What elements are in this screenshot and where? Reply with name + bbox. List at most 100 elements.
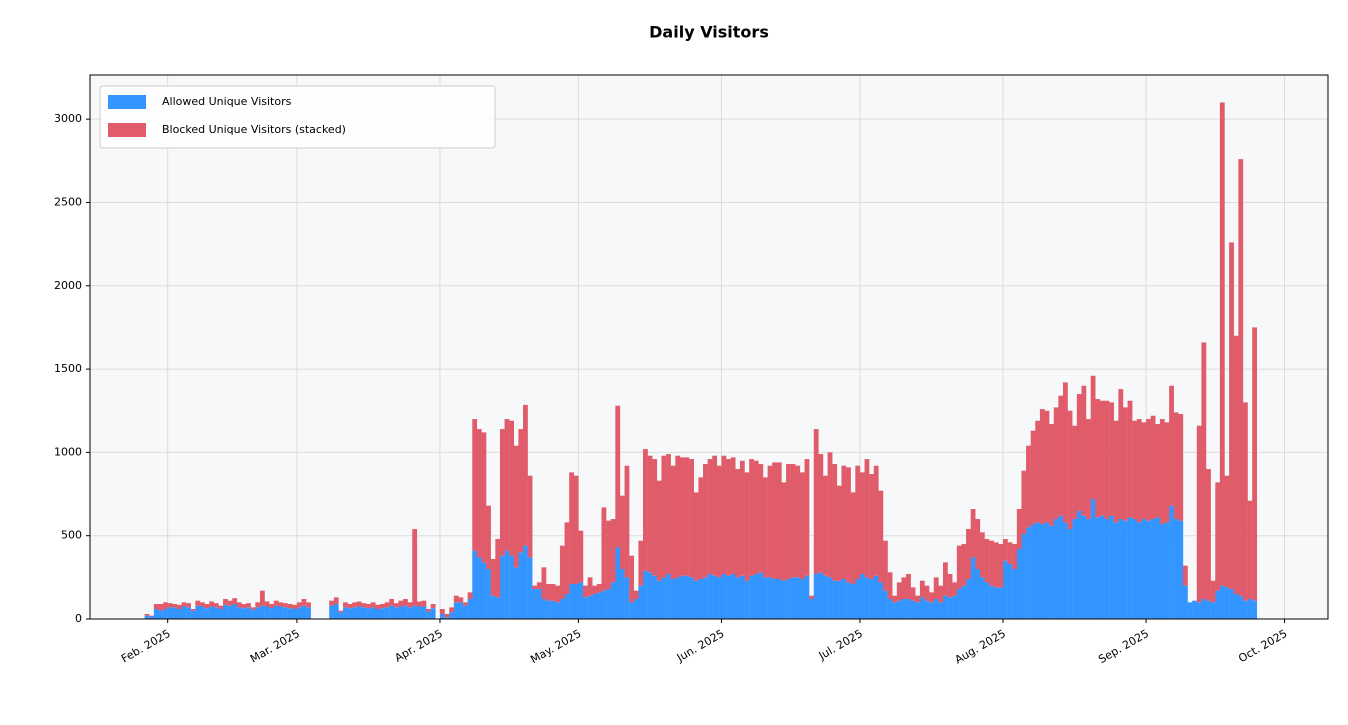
bar: [1118, 389, 1124, 520]
bar: [1247, 599, 1253, 619]
y-tick-label: 500: [61, 529, 82, 542]
bar: [1224, 475, 1230, 588]
bar: [873, 575, 879, 619]
bar: [772, 579, 778, 619]
bar: [403, 605, 408, 619]
bar: [283, 603, 288, 608]
bar: [1076, 394, 1082, 511]
bar: [684, 457, 690, 576]
bar: [495, 597, 501, 619]
bar: [366, 608, 371, 619]
bar: [199, 606, 205, 619]
bar: [952, 595, 958, 619]
bar: [149, 615, 155, 617]
bar: [163, 602, 168, 610]
bar: [361, 603, 367, 608]
bar: [666, 574, 671, 619]
bar: [283, 607, 288, 619]
bar: [366, 604, 371, 609]
bar: [984, 582, 990, 619]
bar: [199, 602, 205, 607]
bar: [439, 614, 445, 619]
bar: [292, 604, 298, 610]
bar: [938, 602, 944, 619]
bar: [961, 585, 967, 619]
bar: [449, 607, 455, 613]
bar: [1122, 520, 1128, 619]
bar: [338, 612, 344, 619]
bar: [149, 616, 155, 619]
bar: [1136, 419, 1142, 523]
bar: [518, 552, 524, 619]
bar: [666, 454, 671, 575]
bar: [1252, 327, 1258, 601]
bar: [209, 606, 215, 619]
bar: [933, 599, 939, 619]
bar: [901, 599, 907, 619]
bar: [1086, 519, 1091, 619]
bar: [241, 608, 247, 619]
bar: [929, 592, 934, 603]
bar: [333, 604, 339, 619]
bar: [541, 599, 547, 619]
bar: [481, 562, 487, 619]
bar: [615, 547, 621, 619]
bar: [1104, 400, 1110, 520]
bar: [1007, 564, 1013, 619]
bar: [989, 540, 994, 586]
bar: [836, 580, 842, 619]
bar: [744, 472, 750, 581]
bar: [504, 550, 510, 619]
bar: [444, 614, 450, 618]
bar: [296, 602, 302, 608]
bar: [910, 587, 916, 601]
bar: [910, 600, 916, 619]
bar: [1127, 517, 1133, 619]
bar: [693, 492, 699, 581]
bar: [241, 604, 247, 609]
bar: [278, 606, 284, 619]
bar: [389, 599, 395, 606]
bar: [1224, 587, 1230, 619]
bar: [541, 567, 547, 600]
bar: [823, 575, 828, 619]
bar: [569, 584, 574, 619]
bar: [1109, 402, 1114, 516]
bar: [1178, 414, 1184, 521]
bar: [846, 467, 851, 583]
bar: [638, 585, 644, 619]
bar: [1164, 422, 1170, 523]
bar: [223, 599, 228, 605]
bar: [661, 577, 667, 619]
bar: [167, 607, 173, 619]
y-tick-label: 1000: [54, 445, 82, 458]
bar: [1002, 560, 1008, 619]
bar: [1030, 430, 1036, 525]
bar: [712, 455, 718, 576]
bar: [1012, 569, 1018, 619]
bar: [832, 464, 838, 581]
bar: [1035, 420, 1041, 523]
bar: [499, 429, 505, 556]
bar: [153, 609, 159, 619]
bar: [287, 604, 293, 609]
bar: [481, 432, 487, 563]
bar: [472, 419, 478, 551]
bar: [1081, 385, 1087, 516]
bar: [633, 590, 639, 600]
bar: [158, 610, 164, 619]
bar: [675, 455, 681, 578]
bar: [513, 445, 519, 568]
bar: [818, 572, 824, 619]
legend-swatch: [108, 95, 146, 109]
bar: [786, 464, 791, 580]
bar: [670, 465, 676, 580]
bar: [1049, 525, 1054, 619]
bar: [804, 459, 810, 576]
bar: [1002, 539, 1008, 561]
bar: [1118, 519, 1124, 619]
bar: [578, 530, 584, 583]
legend-box: [99, 85, 496, 149]
bar: [643, 449, 648, 571]
